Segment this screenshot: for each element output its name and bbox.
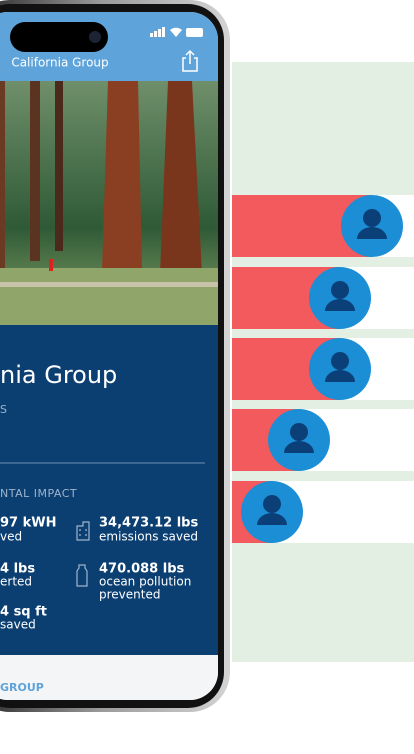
impact-heading: NTAL IMPACT (0, 487, 77, 500)
hero-image (0, 81, 218, 325)
stat-value: 470.088 lbs (99, 562, 184, 577)
footer-label: GROUP (0, 681, 44, 694)
stat-label: emissions saved (99, 530, 198, 544)
stat-value: 34,473.12 lbs (99, 516, 198, 531)
profile-title: nia Group (0, 361, 117, 389)
stat-value: 4 sq ft (0, 605, 47, 620)
avatars (241, 195, 403, 543)
status-icons (150, 27, 203, 37)
profile-panel (0, 325, 218, 655)
notch (10, 22, 108, 52)
stat-icons (76, 521, 90, 587)
stat-value: 4 lbs (0, 562, 35, 577)
stat-value: 97 kWH (0, 516, 56, 531)
stat-label: prevented (99, 588, 160, 602)
header-title: California Group (11, 56, 108, 70)
share-button[interactable] (182, 49, 198, 72)
profile-subtitle: S (0, 403, 7, 416)
stat-label: erted (0, 575, 32, 589)
stat-label: ocean pollution (99, 575, 191, 589)
stat-label: saved (0, 618, 36, 632)
stat-label: ved (0, 530, 22, 544)
